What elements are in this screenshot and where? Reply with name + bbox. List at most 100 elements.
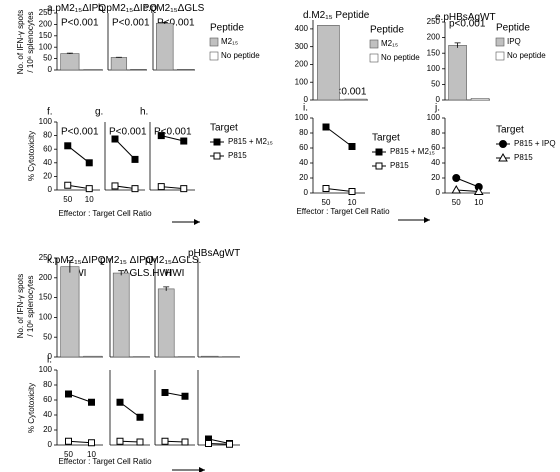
marker [111,135,119,143]
y-tick-label: 80 [431,128,440,137]
y-tick-label: 20 [431,173,440,182]
marker [64,142,72,150]
panel-title-text: M2₁₅ Peptide [311,10,369,21]
y-axis-label: No. of IFN-γ spots [16,274,25,338]
y-tick-label: 200 [427,33,441,42]
series-line [161,135,184,142]
marker [348,143,356,150]
series-line [161,186,184,190]
error-bar [66,52,73,55]
y-tick-label: 40 [43,410,52,419]
x-axis-label: Effector : Target Cell Ratio [296,207,390,216]
series-line [456,177,479,188]
y-tick-label: 150 [39,293,53,302]
marker [181,438,189,446]
annotation: P<0.001 [157,18,195,29]
bar [470,98,490,101]
legend-label: P815 [514,153,533,162]
legend-marker [213,138,221,146]
y-tick-label: 0 [436,188,441,197]
panel-label: i. [303,103,308,114]
y-axis-label: % Cytotoxicity [27,131,36,181]
bar [448,45,467,101]
y-axis-label: / 10⁶ splenocytes [26,11,35,72]
y-tick-label: 80 [299,128,308,137]
y-tick-label: 250 [427,17,441,26]
marker [181,392,189,400]
panel-title-text: HWI [165,268,184,279]
x-axis-label: Effector : Target Cell Ratio [58,209,152,218]
x-tick-label: 50 [322,198,331,207]
annotation: p<0.001 [449,19,486,30]
x-tick-label: 50 [63,195,72,204]
x-axis-label: Effector : Target Cell Ratio [58,457,152,466]
series-line [325,188,353,192]
y-tick-label: 0 [48,185,53,194]
panel-title-text: pM2₁₅ΔGLS. [145,255,201,266]
legend-title: Target [372,133,400,144]
y-tick-label: 200 [39,20,53,29]
y-tick-label: 0 [48,440,53,449]
legend-label: P815 [390,161,409,170]
bar [110,57,128,71]
y-tick-label: 0 [48,65,53,74]
panel-label: h. [140,107,148,118]
marker [88,439,95,447]
panel-title-text: pM2₁₅ΔIPQ [106,3,157,14]
bar [130,69,147,71]
y-tick-label: 40 [431,158,440,167]
y-tick-label: 50 [431,80,440,89]
y-tick-label: 200 [295,60,309,69]
legend-label: P815 [228,151,247,160]
bar [344,98,368,101]
panel-title-text: pM2₁₅ΔGLS [151,3,205,14]
bar [60,266,80,358]
y-tick-label: 0 [436,95,441,104]
marker [157,132,165,140]
legend-marker [375,148,383,156]
legend-swatch [495,37,505,47]
bar [317,25,340,101]
y-axis-label: / 10⁶ splenocytes [26,275,35,336]
panel-label: l. [47,355,52,366]
marker [322,185,330,192]
legend-swatch [495,51,505,61]
y-tick-label: 20 [43,425,52,434]
marker [452,174,461,182]
x-tick-label: 50 [452,198,461,207]
panel-title-text: pM2₁₅ ΔIPQ [100,255,154,266]
error-bar [118,270,125,276]
panel-title: HWI [165,268,184,279]
panel-title: b.pM2₁₅ΔIPQ [98,3,157,14]
bar [83,355,103,358]
error-bar [66,260,73,273]
legend-label: IPQ [507,37,521,46]
y-tick-label: 60 [431,143,440,152]
arrow-head [424,217,430,223]
panel-title: k.pM2₁₅ΔIPQ. [47,255,108,266]
panel-title-text: pM2₁₅ΔIPQ. [55,255,109,266]
y-tick-label: 250 [39,8,53,17]
annotation: P<0.001 [112,18,150,29]
x-tick-label: 10 [474,198,483,207]
annotation: p<0.001 [330,87,367,98]
series-line [68,393,92,403]
y-tick-label: 60 [43,144,52,153]
marker [161,389,169,396]
panel-title: pM2₁₅ΔGLS. [145,255,201,266]
panel-label: e. [435,12,443,23]
panel-label: d. [303,10,311,21]
legend-swatch [369,39,379,49]
error-bar [161,22,168,24]
panel-title: d.M2₁₅ Peptide [303,10,370,21]
series-line [456,189,479,192]
legend-swatch [369,53,379,63]
y-tick-label: 200 [39,273,53,282]
y-tick-label: 0 [304,95,309,104]
marker [85,185,93,193]
x-tick-label: 10 [348,198,357,207]
error-bar [454,42,461,48]
y-tick-label: 150 [39,31,53,40]
panel-title: pHBsAgWT [188,248,240,259]
